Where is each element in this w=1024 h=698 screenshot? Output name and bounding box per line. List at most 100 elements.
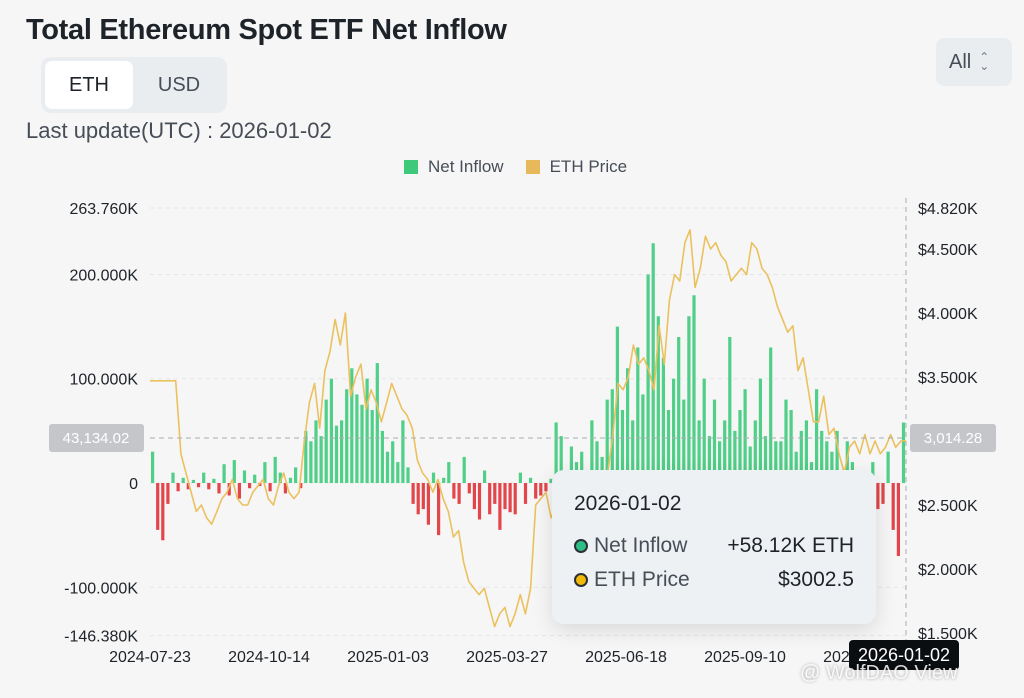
legend-item-net-inflow[interactable]: Net Inflow <box>404 157 504 177</box>
inflow-bar <box>728 337 732 483</box>
inflow-bar <box>600 456 604 483</box>
tab-eth[interactable]: ETH <box>45 61 133 109</box>
inflow-bar <box>779 441 783 483</box>
range-select[interactable]: All ⌃ ⌄ <box>936 38 1012 86</box>
right-axis-tick-label: $1.500K <box>918 626 978 643</box>
inflow-bar <box>181 477 185 483</box>
inflow-bar <box>753 420 757 483</box>
inflow-bar <box>416 483 420 515</box>
inflow-bar <box>196 483 201 488</box>
inflow-bar <box>431 472 436 483</box>
watermark: @ WolfDAO View <box>800 662 958 684</box>
inflow-bar <box>299 483 303 489</box>
inflow-bar <box>202 472 206 483</box>
unit-toggle: ETH USD <box>41 57 227 113</box>
inflow-bar <box>232 460 236 483</box>
inflow-bar <box>329 378 333 483</box>
inflow-bar <box>477 483 482 520</box>
inflow-bar <box>166 483 170 504</box>
inflow-bar <box>391 441 395 483</box>
inflow-bar <box>191 479 195 483</box>
x-axis: 2024-07-23 2024-10-14 2025-01-03 2025-03-27… <box>109 649 905 666</box>
left-axis-tick-label: 0 <box>129 476 138 493</box>
inflow-bar <box>896 483 900 556</box>
inflow-bar <box>692 295 696 483</box>
inflow-bar <box>452 483 456 499</box>
tab-usd[interactable]: USD <box>157 73 201 96</box>
left-axis-tick-label: 100.000K <box>69 372 138 389</box>
inflow-bar <box>580 451 584 483</box>
eth-price-series-line <box>150 229 907 628</box>
inflow-bar <box>815 389 819 483</box>
inflow-bar <box>457 483 461 504</box>
chart-legend: Net Inflow ETH Price <box>404 157 627 177</box>
inflow-bar <box>421 483 425 510</box>
inflow-bar <box>426 483 430 525</box>
inflow-bar <box>646 274 650 483</box>
inflow-bar <box>871 462 875 483</box>
eth-price-dot-icon <box>574 573 588 587</box>
right-axis-tick-label: $2.000K <box>918 562 978 579</box>
inflow-bar <box>442 477 446 483</box>
right-axis-tick-label: $4.000K <box>918 306 978 323</box>
inflow-bar <box>529 477 533 483</box>
inflow-bar <box>217 483 221 494</box>
inflow-bar <box>534 483 538 499</box>
inflow-bar <box>723 420 727 483</box>
inflow-bar <box>360 404 364 483</box>
inflow-bar <box>268 483 272 492</box>
legend-item-eth-price[interactable]: ETH Price <box>525 157 627 177</box>
crosshair-left-value: 43,134.02 <box>63 430 130 447</box>
inflow-bar <box>620 410 625 483</box>
inflow-bar <box>156 483 160 530</box>
tooltip-label-eth-price: ETH Price <box>594 568 690 591</box>
chevron-up-down-icon: ⌃ ⌄ <box>979 50 990 73</box>
right-axis-tick-label: $2.500K <box>918 498 978 515</box>
inflow-bar <box>385 451 390 483</box>
inflow-bar <box>830 451 834 483</box>
tooltip-label-net-inflow: Net Inflow <box>594 534 688 557</box>
x-axis-tick-label: 2025-01-03 <box>347 649 429 666</box>
inflow-bar <box>483 470 487 483</box>
inflow-bar <box>370 410 374 483</box>
crosshair: 43,134.02 3,014.28 <box>49 198 996 655</box>
inflow-bar <box>718 441 722 483</box>
inflow-bar <box>876 483 880 510</box>
inflow-bar <box>738 410 742 483</box>
inflow-bar <box>171 472 175 483</box>
inflow-bar <box>248 483 252 489</box>
inflow-bar <box>503 483 507 510</box>
inflow-bar <box>794 451 798 483</box>
legend-label-net-inflow: Net Inflow <box>428 157 504 176</box>
inflow-bar <box>758 378 762 483</box>
inflow-bar <box>804 420 808 483</box>
tooltip-row-net-inflow: Net Inflow +58.12K ETH <box>574 534 854 558</box>
inflow-bar <box>334 425 339 483</box>
inflow-bar <box>590 420 594 483</box>
inflow-bar <box>615 326 619 483</box>
inflow-bar <box>462 456 466 483</box>
inflow-bar <box>513 483 517 515</box>
inflow-bar <box>784 399 788 483</box>
inflow-bar <box>636 347 640 483</box>
tooltip-value-eth-price: $3002.5 <box>778 568 854 591</box>
tooltip-date: 2026-01-02 <box>574 492 682 515</box>
inflow-bar <box>437 483 441 536</box>
inflow-bar <box>278 472 282 483</box>
inflow-bar <box>309 441 313 483</box>
inflow-bar <box>186 483 190 490</box>
inflow-bar <box>508 483 512 513</box>
inflow-bar <box>161 483 165 541</box>
net-inflow-dot-icon <box>574 539 588 553</box>
x-axis-tick-label: 2025-06-18 <box>585 649 667 666</box>
inflow-bar <box>682 399 686 483</box>
inflow-bar <box>242 470 247 483</box>
inflow-bar <box>253 474 257 483</box>
inflow-bar <box>401 420 405 483</box>
inflow-bar <box>569 446 573 483</box>
inflow-bar <box>222 464 226 483</box>
inflow-bar <box>498 483 502 530</box>
inflow-bar <box>365 378 369 483</box>
inflow-bar <box>559 436 563 483</box>
inflow-bar <box>774 441 778 483</box>
